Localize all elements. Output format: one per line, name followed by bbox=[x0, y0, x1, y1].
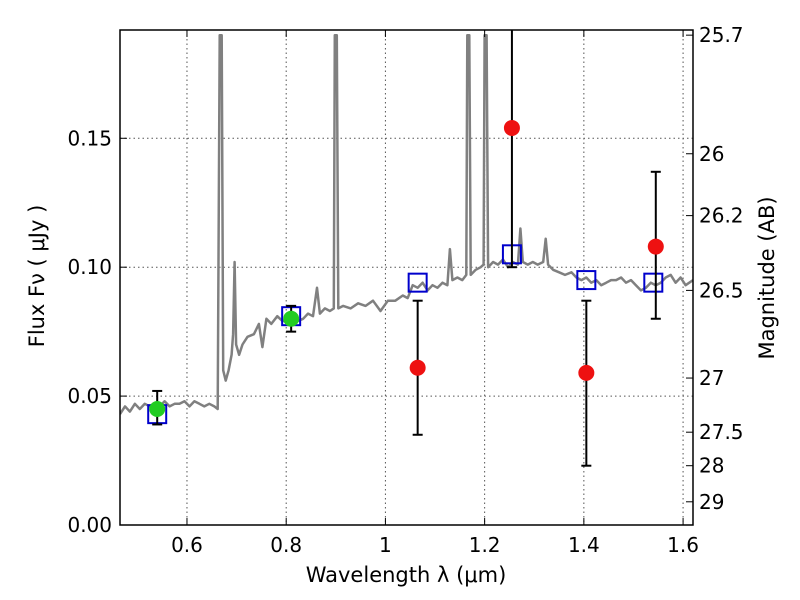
x-tick-label: 1.4 bbox=[568, 533, 600, 557]
x-tick-label: 1.2 bbox=[469, 533, 501, 557]
y-axis-label: Flux Fν ( μJy ) bbox=[25, 205, 49, 348]
measurement-point bbox=[503, 119, 520, 136]
model-square-marker bbox=[643, 272, 664, 293]
x-tick-label: 0.6 bbox=[171, 533, 203, 557]
measurement-point bbox=[647, 238, 664, 255]
detection-point bbox=[283, 310, 300, 327]
y-tick-label: 0.15 bbox=[67, 126, 112, 150]
right-tick-label: 26 bbox=[699, 142, 724, 166]
x-tick-label: 0.8 bbox=[270, 533, 302, 557]
right-tick-label: 27 bbox=[699, 366, 724, 390]
y-tick-label: 0.00 bbox=[67, 513, 112, 537]
right-tick-label: 26.2 bbox=[699, 204, 744, 228]
x-axis-label: Wavelength λ (μm) bbox=[306, 563, 507, 587]
model-square-marker bbox=[407, 272, 428, 293]
tick-marks bbox=[120, 30, 693, 526]
right-tick-label: 29 bbox=[699, 490, 724, 514]
plot-area bbox=[120, 30, 693, 525]
right-tick-label: 25.7 bbox=[699, 23, 744, 47]
x-tick-label: 1 bbox=[379, 533, 392, 557]
plot-frame bbox=[119, 29, 694, 526]
right-tick-label: 26.5 bbox=[699, 278, 744, 302]
tick-labels: 0.6 0.8 1 1.2 1.4 1.6 0.00 0.05 0.10 0.15 25.7 26 26… bbox=[67, 23, 743, 557]
right-tick-label: 27.5 bbox=[699, 420, 744, 444]
model-square-marker bbox=[576, 270, 597, 291]
y-tick-label: 0.05 bbox=[67, 384, 112, 408]
measurement-point bbox=[578, 364, 595, 381]
detection-point bbox=[149, 400, 166, 417]
plot-background bbox=[120, 30, 693, 525]
x-tick-label: 1.6 bbox=[667, 533, 699, 557]
right-tick-label: 28 bbox=[699, 454, 724, 478]
right-axis-label: Magnitude (AB) bbox=[755, 196, 779, 359]
y-tick-label: 0.10 bbox=[67, 255, 112, 279]
measurement-point bbox=[409, 359, 426, 376]
axes-frame bbox=[119, 29, 694, 526]
plot-content bbox=[120, 30, 693, 467]
